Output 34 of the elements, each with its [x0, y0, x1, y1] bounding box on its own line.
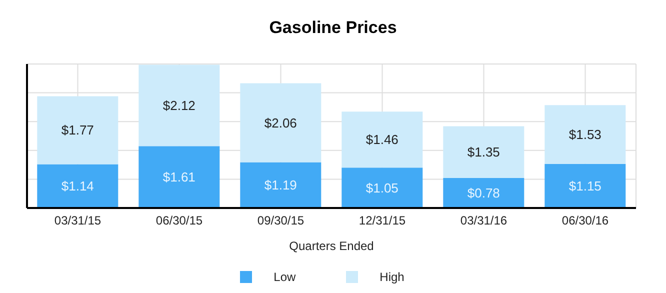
data-label: $1.35 — [467, 144, 500, 160]
bar — [37, 164, 118, 208]
data-label: $1.46 — [366, 132, 398, 148]
data-label: $1.05 — [366, 180, 398, 196]
bar — [342, 112, 423, 168]
x-tick-label: 06/30/15 — [156, 214, 203, 228]
bar — [138, 64, 220, 146]
data-label: $1.19 — [264, 178, 297, 193]
x-tick-label: 09/30/15 — [257, 214, 304, 228]
bar — [240, 83, 322, 162]
data-label: $1.14 — [61, 178, 94, 194]
data-label: $1.53 — [568, 126, 602, 142]
bar — [342, 168, 423, 208]
data-label: $1.61 — [162, 170, 196, 185]
bar — [138, 146, 220, 208]
legend-label: High — [380, 270, 404, 284]
x-tick-label: 03/31/15 — [54, 214, 102, 228]
data-label: $2.12 — [162, 98, 196, 113]
bar — [443, 126, 524, 178]
bar — [443, 178, 524, 208]
bar — [240, 162, 322, 208]
bar — [544, 164, 626, 208]
data-label: $1.77 — [61, 122, 94, 138]
data-label: $0.78 — [467, 186, 500, 201]
chart-title: Gasoline Prices — [268, 17, 398, 39]
legend-label: Low — [274, 270, 296, 284]
bar — [37, 96, 118, 164]
data-label: $1.15 — [568, 178, 602, 194]
bar — [544, 105, 626, 164]
x-tick-label: 12/31/15 — [358, 214, 406, 228]
x-axis-title: Quarters Ended — [289, 239, 374, 253]
data-label: $2.06 — [264, 115, 297, 130]
x-tick-label: 03/31/16 — [460, 214, 508, 228]
x-tick-label: 06/30/16 — [562, 214, 609, 228]
